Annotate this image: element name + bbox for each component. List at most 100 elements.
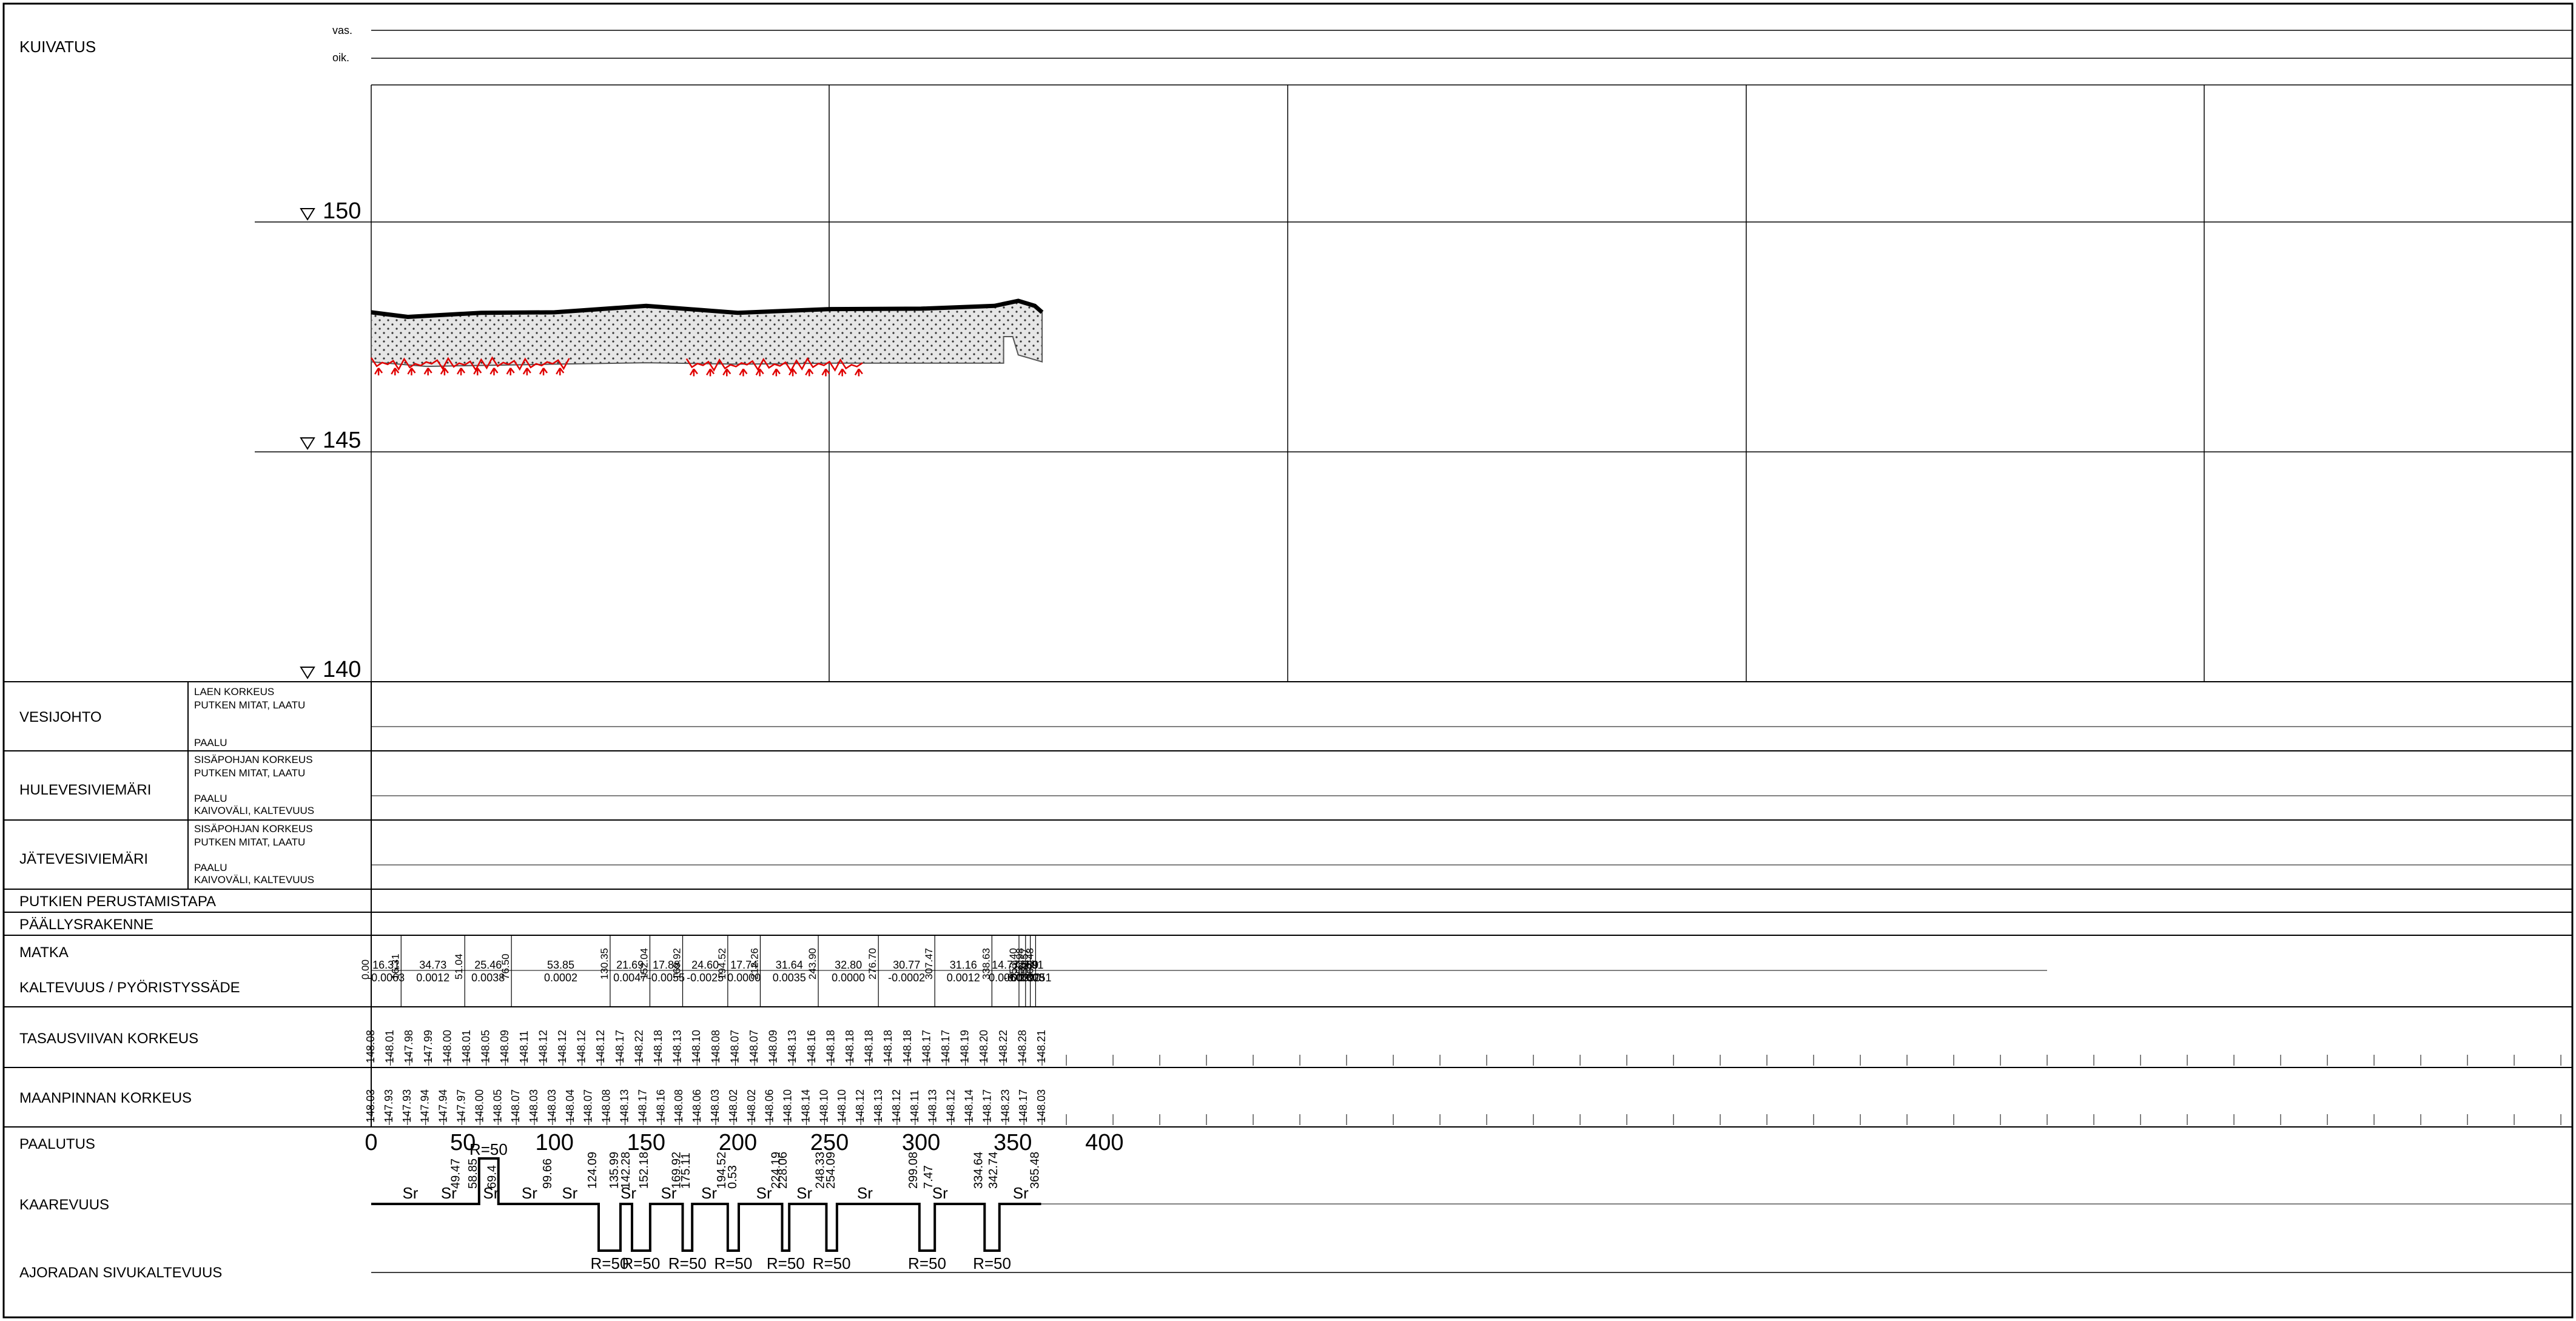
maanpinta-value: 148.17 (1017, 1089, 1029, 1123)
elevation-145-label: 145 (323, 428, 361, 453)
elevation-145: 145 (301, 428, 361, 453)
hulevesi-sub-2: PUTKEN MITAT, LAATU (194, 767, 305, 779)
kaltevuus-value: -0.0063 (368, 972, 405, 984)
tasausviiva-value: 148.07 (748, 1030, 760, 1063)
kaarevuus-sr-label: Sr (522, 1184, 537, 1202)
maanpinta-value: 148.13 (619, 1089, 631, 1123)
elevation-140-triangle-icon (301, 667, 314, 678)
elevation-140: 140 (301, 657, 361, 682)
maanpinta-value: 148.11 (909, 1090, 921, 1123)
kuivatus-label: KUIVATUS (19, 38, 96, 56)
matka-length: 17.88 (653, 959, 680, 971)
kaltevuus-value: -0.0251 (1014, 972, 1051, 984)
matka-length: 34.73 (419, 959, 446, 971)
tasausviiva-value: 147.98 (403, 1030, 415, 1063)
tasausviiva-value: 148.13 (671, 1030, 684, 1063)
kaarevuus-sr-label: Sr (483, 1184, 499, 1202)
kaltevuus-value: 0.0012 (416, 972, 449, 984)
red-root-mark (441, 368, 448, 375)
paalutus-label: PAALUTUS (19, 1136, 95, 1152)
kaarevuus-point-label: 342.74 (987, 1152, 1000, 1189)
kaarevuus-sr-label: Sr (441, 1184, 457, 1202)
jatevesi-sub-1: SISÄPOHJAN KORKEUS (194, 823, 313, 835)
tasausviiva-value: 148.22 (633, 1030, 645, 1063)
kaarevuus-point-label: 365.48 (1028, 1152, 1041, 1189)
elevation-150-label: 150 (323, 198, 361, 224)
kaarevuus-radius-down: R=50 (973, 1254, 1011, 1272)
maanpinta-value: 147.93 (383, 1089, 395, 1123)
kaarevuus-sr-label: Sr (661, 1184, 677, 1202)
matka-length: 32.80 (835, 959, 862, 971)
vesijohto-sub-1: LAEN KORKEUS (194, 686, 274, 697)
red-root-mark (805, 369, 813, 376)
red-root-mark (723, 369, 730, 376)
maanpinta-value: 148.03 (709, 1089, 721, 1123)
matka-length: 25.46 (474, 959, 502, 971)
maanpinta-value: 148.03 (1035, 1089, 1048, 1123)
sub-row-lines (371, 727, 2572, 970)
maanpinta-value: 148.05 (491, 1089, 503, 1123)
maanpinta-value: 148.03 (365, 1089, 377, 1123)
tasausviiva-label: TASAUSVIIVAN KORKEUS (19, 1030, 198, 1047)
matka-station: 276.70 (867, 948, 878, 980)
elevation-145-triangle-icon (301, 438, 314, 449)
tasausviiva-value: 148.18 (863, 1030, 875, 1063)
kaarevuus-radius-down: R=50 (908, 1254, 946, 1272)
matka-length: 16.31 (372, 959, 400, 971)
maanpinta-value: 148.17 (636, 1089, 648, 1123)
kaltevuus-value: 0.0000 (832, 972, 865, 984)
kaarevuus-point-label: 175.11 (679, 1152, 693, 1189)
red-root-mark (855, 369, 863, 376)
tasausviiva-value: 148.11 (518, 1030, 530, 1063)
tasausviiva-value: 148.20 (978, 1030, 990, 1063)
kaltevuus-value: -0.0025 (687, 972, 724, 984)
elevation-140-label: 140 (323, 657, 361, 682)
red-root-mark (540, 368, 547, 375)
kaltevuus-value: -0.0055 (648, 972, 685, 984)
maanpinta-value: 148.12 (945, 1089, 957, 1123)
kaarevuus-sr-label: Sr (932, 1184, 948, 1202)
hulevesi-sub-3: PAALU (194, 793, 227, 804)
tasausviiva-value: 148.12 (594, 1030, 607, 1063)
tasausviiva-value: 148.18 (652, 1030, 664, 1063)
kaarevuus-point-label: 152.18 (637, 1152, 651, 1189)
kaarevuus-radius-down: R=50 (714, 1254, 752, 1272)
kaltevuus-value: -0.0002 (888, 972, 925, 984)
red-root-mark (707, 369, 714, 376)
maanpinta-value: 148.04 (564, 1089, 576, 1123)
tasausviiva-value: 148.08 (710, 1030, 722, 1063)
maanpinta-value: 148.07 (582, 1089, 594, 1123)
kaarevuus-sr-label: Sr (562, 1184, 577, 1202)
tasausviiva-value: 148.17 (940, 1030, 952, 1063)
tasausviiva-value: 147.99 (422, 1030, 434, 1063)
kaarevuus-radius-down: R=50 (767, 1254, 805, 1272)
matka-values: 0.00 16.31 51.04 76.50 130.35 152.04 169.92 194… (360, 935, 1052, 1007)
maanpinta-value: 147.94 (419, 1089, 431, 1123)
hulevesi-sub-4: KAIVOVÄLI, KALTEVUUS (194, 805, 314, 816)
maanpinta-value: 148.03 (546, 1089, 558, 1123)
matka-length: 53.85 (547, 959, 574, 971)
kaarevuus-sr-label: Sr (796, 1184, 812, 1202)
maanpinta-value: 148.13 (927, 1089, 939, 1123)
kaltevuus-value: 0.0047 (613, 972, 647, 984)
red-root-mark (457, 368, 465, 375)
red-root-mark (739, 369, 747, 376)
kaltevuus-label: KALTEVUUS / PYÖRISTYSSÄDE (19, 980, 240, 996)
kaltevuus-value: 0.0002 (544, 972, 577, 984)
tasausviiva-value: 148.16 (805, 1030, 818, 1063)
matka-length: 31.16 (950, 959, 977, 971)
red-root-mark (822, 369, 829, 376)
kaarevuus-sr-label: Sr (756, 1184, 772, 1202)
kaarevuus-sr-label: Sr (857, 1184, 873, 1202)
jatevesi-sub-4: KAIVOVÄLI, KALTEVUUS (194, 874, 314, 886)
tasausviiva-value: 148.18 (901, 1030, 913, 1063)
vesijohto-label: VESIJOHTO (19, 709, 102, 725)
maanpinta-value: 148.10 (818, 1089, 830, 1123)
kuivatus-right-label: oik. (332, 52, 349, 64)
red-root-mark (690, 369, 698, 376)
maanpinta-value: 148.10 (836, 1089, 848, 1123)
tasausviiva-value: 148.05 (480, 1030, 492, 1063)
maanpinta-value: 148.08 (600, 1089, 613, 1123)
matka-length: 17.74 (730, 959, 758, 971)
